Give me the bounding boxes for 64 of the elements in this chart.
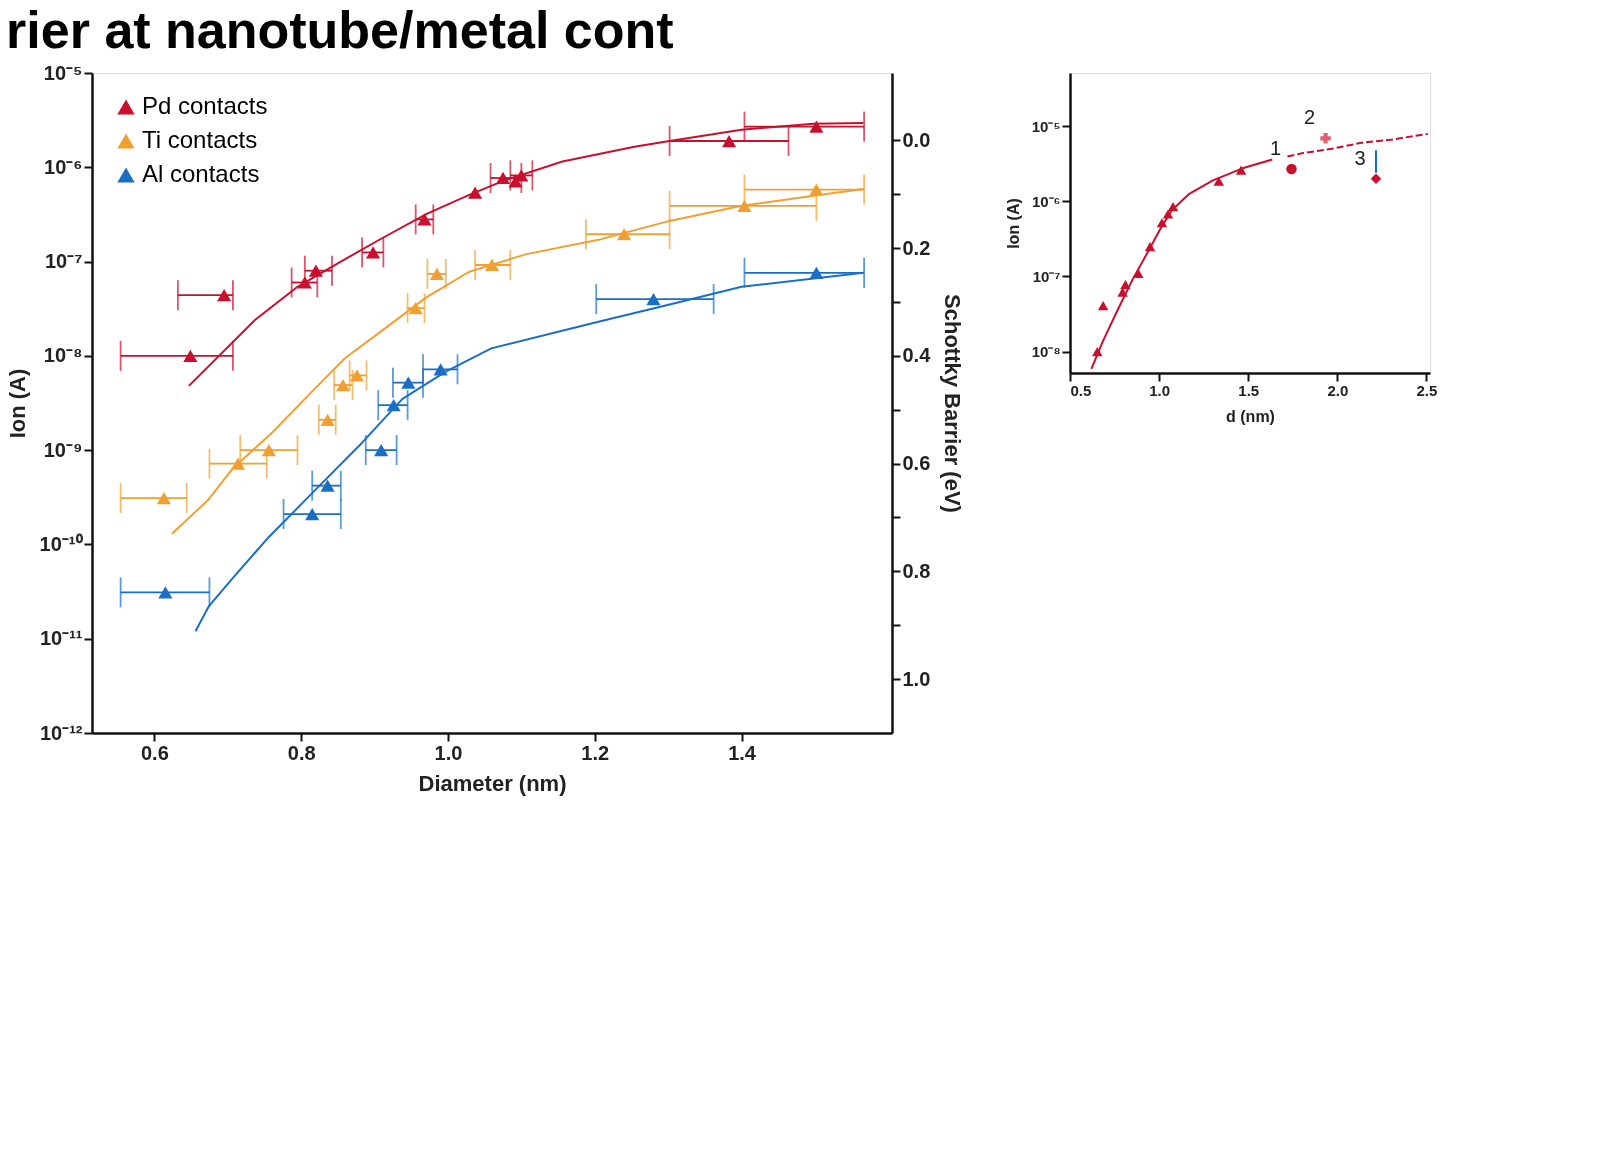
point (183, 349, 198, 362)
annotation: 3 (1354, 146, 1366, 169)
point (417, 213, 432, 226)
x-tick-label: 0.6 (140, 741, 169, 764)
y2-tick-label: 0.4 (902, 344, 932, 367)
point (305, 507, 320, 521)
x-tick-label: 2.5 (1416, 381, 1438, 399)
point (1320, 133, 1331, 144)
y-tick-label: 10⁻⁸ (1031, 343, 1061, 361)
x-tick-label: 1.5 (1238, 381, 1260, 399)
y-axis-title: Ion (A) (4, 368, 30, 439)
point (366, 246, 381, 259)
chart-title: rier at nanotube/metal cont (6, 1, 674, 59)
y-tick-label: 10⁻⁵ (43, 61, 83, 84)
x-tick-label: 1.2 (581, 741, 610, 764)
y-tick-label: 10⁻¹⁰ (39, 532, 83, 555)
y-tick-label: 10⁻⁶ (1031, 192, 1061, 210)
point (156, 491, 171, 505)
x-tick-label: 2.0 (1327, 381, 1349, 399)
x-axis-title: d (nm) (1226, 407, 1275, 425)
y2-axis-title: Schottky Barrier (eV) (940, 294, 966, 513)
point (1213, 176, 1225, 186)
y-tick-label: 10⁻⁸ (43, 344, 83, 367)
point (335, 378, 351, 392)
point (374, 444, 389, 457)
point (320, 479, 335, 492)
y-tick-label: 10⁻¹² (39, 721, 83, 744)
point (1286, 163, 1297, 175)
y2-tick-label: 0.6 (902, 452, 931, 475)
point (349, 369, 365, 382)
y-tick-label: 10⁻⁵ (1031, 117, 1061, 135)
y2-tick-label: 0.8 (902, 559, 931, 582)
point (646, 292, 661, 306)
legend-label: Pd contacts (142, 92, 268, 119)
y-tick-label: 10⁻⁶ (44, 155, 83, 178)
point (158, 586, 173, 599)
legend-label: Al contacts (142, 160, 260, 187)
y2-tick-label: 1.0 (902, 667, 931, 690)
point (1370, 173, 1382, 184)
point (217, 289, 232, 302)
point (401, 376, 416, 389)
point (721, 134, 737, 148)
y-tick-label: 10⁻⁷ (1032, 268, 1061, 285)
y-axis-title: Ion (A) (1004, 198, 1022, 249)
x-tick-label: 0.5 (1070, 381, 1092, 399)
x-tick-label: 1.0 (434, 741, 463, 764)
y-tick-label: 10⁻¹¹ (39, 627, 83, 650)
point (1097, 301, 1109, 311)
y2-tick-label: 0.0 (902, 128, 931, 151)
point (429, 267, 445, 281)
y-tick-label: 10⁻⁷ (45, 250, 83, 273)
annotation: 1 (1269, 136, 1282, 159)
y2-tick-label: 0.2 (902, 236, 931, 259)
point (261, 444, 276, 457)
annotation: 2 (1304, 106, 1316, 129)
x-tick-label: 1.0 (1149, 381, 1171, 399)
line-series (1090, 158, 1274, 370)
point (320, 413, 335, 426)
y-tick-label: 10⁻⁹ (43, 438, 83, 461)
x-tick-label: 1.4 (728, 741, 757, 764)
x-axis-title: Diameter (nm) (418, 770, 567, 796)
x-tick-label: 0.8 (287, 741, 316, 764)
point (809, 120, 824, 133)
legend-label: Ti contacts (142, 126, 258, 153)
